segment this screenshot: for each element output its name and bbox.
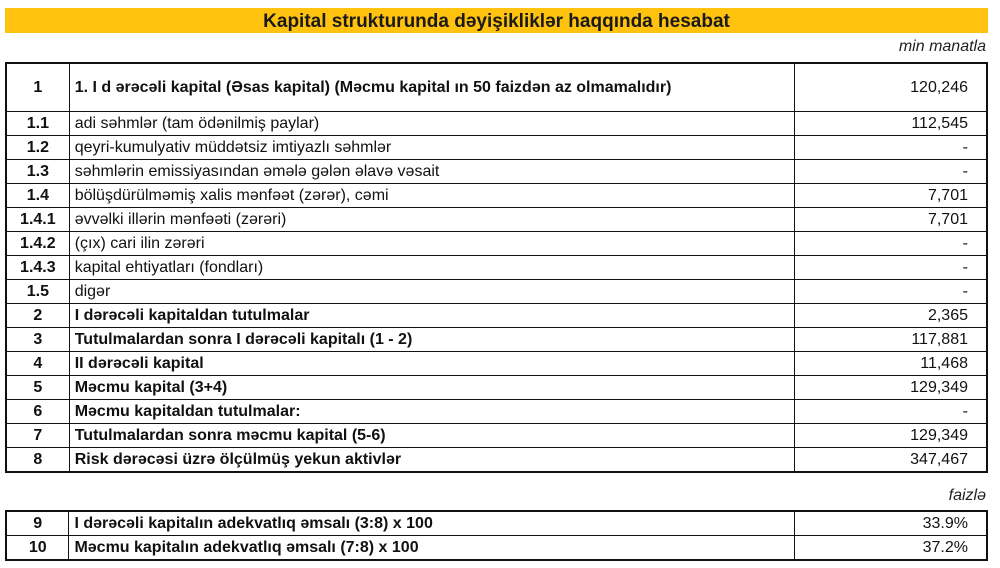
- row-value: -: [793, 399, 988, 424]
- table-row: 1.5 digər -: [5, 279, 988, 304]
- row-number: 6: [5, 399, 70, 424]
- row-value: 7,701: [793, 183, 988, 208]
- table-row: 8 Risk dərəcəsi üzrə ölçülmüş yekun aktiv…: [5, 447, 988, 473]
- row-number: 1.4.3: [5, 255, 70, 280]
- row-label: I dərəcəli kapitaldan tutulmalar: [68, 303, 795, 328]
- row-label: bölüşdürülməmiş xalis mənfəət (zərər), c…: [68, 183, 795, 208]
- table-row: 6 Məcmu kapitaldan tutulmalar: -: [5, 399, 988, 424]
- row-value: 2,365: [793, 303, 988, 328]
- row-number: 9: [5, 510, 70, 536]
- row-label: Məcmu kapitaldan tutulmalar:: [68, 399, 795, 424]
- row-number: 5: [5, 375, 70, 400]
- row-value: -: [793, 231, 988, 256]
- report-title: Kapital strukturunda dəyişikliklər haqqı…: [5, 8, 988, 33]
- row-label: (çıx) cari ilin zərəri: [68, 231, 795, 256]
- row-number: 3: [5, 327, 70, 352]
- row-number: 4: [5, 351, 70, 376]
- row-number: 1.4.1: [5, 207, 70, 232]
- row-value: -: [793, 279, 988, 304]
- row-value: 37.2%: [794, 535, 988, 561]
- row-value: 120,246: [793, 62, 988, 112]
- table-row: 3 Tutulmalardan sonra I dərəcəli kapitalı…: [5, 327, 988, 352]
- table-row: 1.4.2 (çıx) cari ilin zərəri -: [5, 231, 988, 256]
- row-label: II dərəcəli kapital: [68, 351, 795, 376]
- row-label: kapital ehtiyatları (fondları): [68, 255, 795, 280]
- row-value: 129,349: [793, 375, 988, 400]
- row-number: 2: [5, 303, 70, 328]
- row-label: əvvəlki illərin mənfəəti (zərəri): [68, 207, 795, 232]
- row-label: qeyri-kumulyativ müddətsiz imtiyazlı səh…: [68, 135, 795, 160]
- row-number: 1.5: [5, 279, 70, 304]
- row-label: I dərəcəli kapitalın adekvatlıq əmsalı (…: [68, 510, 795, 536]
- table-row: 1.4.1 əvvəlki illərin mənfəəti (zərəri) 7,…: [5, 207, 988, 232]
- table-row: 1.3 səhmlərin emissiyasından əmələ gələn …: [5, 159, 988, 184]
- row-number: 1: [5, 62, 70, 112]
- table-row: 1.2 qeyri-kumulyativ müddətsiz imtiyazlı …: [5, 135, 988, 160]
- row-value: 11,468: [793, 351, 988, 376]
- row-number: 1.1: [5, 111, 70, 136]
- row-number: 1.4.2: [5, 231, 70, 256]
- row-value: 33.9%: [794, 510, 988, 536]
- ratio-unit-label: faizlə: [948, 487, 986, 504]
- capital-table: 1 1. I d ərəcəli kapital (Əsas kapital) (…: [5, 62, 988, 473]
- row-label: adi səhmlər (tam ödənilmiş paylar): [68, 111, 795, 136]
- row-value: -: [793, 159, 988, 184]
- table-row: 1.1 adi səhmlər (tam ödənilmiş paylar) 112…: [5, 111, 988, 136]
- row-label: 1. I d ərəcəli kapital (Əsas kapital) (M…: [68, 62, 795, 112]
- row-number: 7: [5, 423, 70, 448]
- row-label: Məcmu kapitalın adekvatlıq əmsalı (7:8) …: [68, 535, 795, 561]
- row-value: 117,881: [793, 327, 988, 352]
- row-label: Tutulmalardan sonra I dərəcəli kapitalı …: [68, 327, 795, 352]
- table-row: 5 Məcmu kapital (3+4) 129,349: [5, 375, 988, 400]
- row-value: -: [793, 135, 988, 160]
- row-number: 8: [5, 447, 70, 473]
- row-number: 10: [5, 535, 70, 561]
- row-number: 1.2: [5, 135, 70, 160]
- row-label: Tutulmalardan sonra məcmu kapital (5-6): [68, 423, 795, 448]
- row-label: Məcmu kapital (3+4): [68, 375, 795, 400]
- table-row: 1.4 bölüşdürülməmiş xalis mənfəət (zərər)…: [5, 183, 988, 208]
- row-number: 1.4: [5, 183, 70, 208]
- row-value: 112,545: [793, 111, 988, 136]
- row-label: digər: [68, 279, 795, 304]
- row-label: Risk dərəcəsi üzrə ölçülmüş yekun aktivl…: [68, 447, 795, 473]
- row-value: 347,467: [793, 447, 988, 473]
- table-row: 1 1. I d ərəcəli kapital (Əsas kapital) (…: [5, 62, 988, 112]
- table-row: 7 Tutulmalardan sonra məcmu kapital (5-6)…: [5, 423, 988, 448]
- table-row: 10 Məcmu kapitalın adekvatlıq əmsalı (7:8…: [5, 535, 988, 561]
- row-value: -: [793, 255, 988, 280]
- row-value: 129,349: [793, 423, 988, 448]
- unit-label: min manatla: [898, 38, 986, 55]
- row-label: səhmlərin emissiyasından əmələ gələn əla…: [68, 159, 795, 184]
- row-value: 7,701: [793, 207, 988, 232]
- table-row: 1.4.3 kapital ehtiyatları (fondları) -: [5, 255, 988, 280]
- table-row: 4 II dərəcəli kapital 11,468: [5, 351, 988, 376]
- row-number: 1.3: [5, 159, 70, 184]
